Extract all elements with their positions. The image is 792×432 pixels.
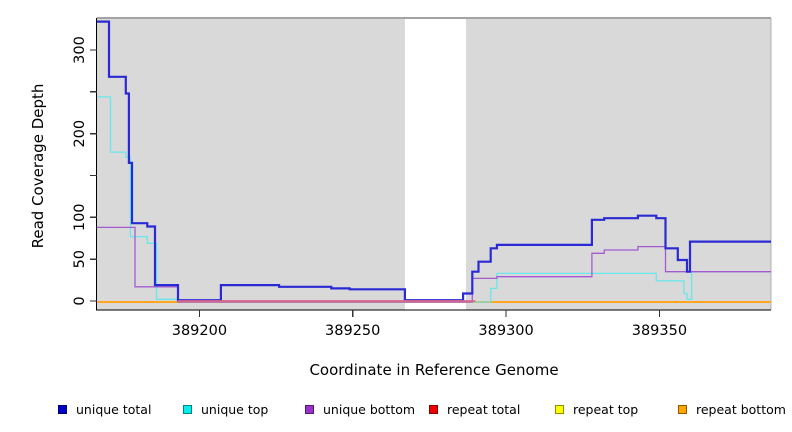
svg-text:0: 0 <box>72 296 88 305</box>
y-axis-title: Read Coverage Depth <box>29 83 47 249</box>
svg-text:389300: 389300 <box>478 323 533 339</box>
svg-text:389250: 389250 <box>325 323 380 339</box>
svg-text:300: 300 <box>72 36 88 64</box>
svg-text:50: 50 <box>72 250 88 268</box>
svg-text:389200: 389200 <box>172 323 227 339</box>
x-axis-title: Coordinate in Reference Genome <box>309 361 559 379</box>
svg-text:200: 200 <box>72 120 88 148</box>
svg-text:389350: 389350 <box>632 323 687 339</box>
svg-text:100: 100 <box>72 203 88 231</box>
